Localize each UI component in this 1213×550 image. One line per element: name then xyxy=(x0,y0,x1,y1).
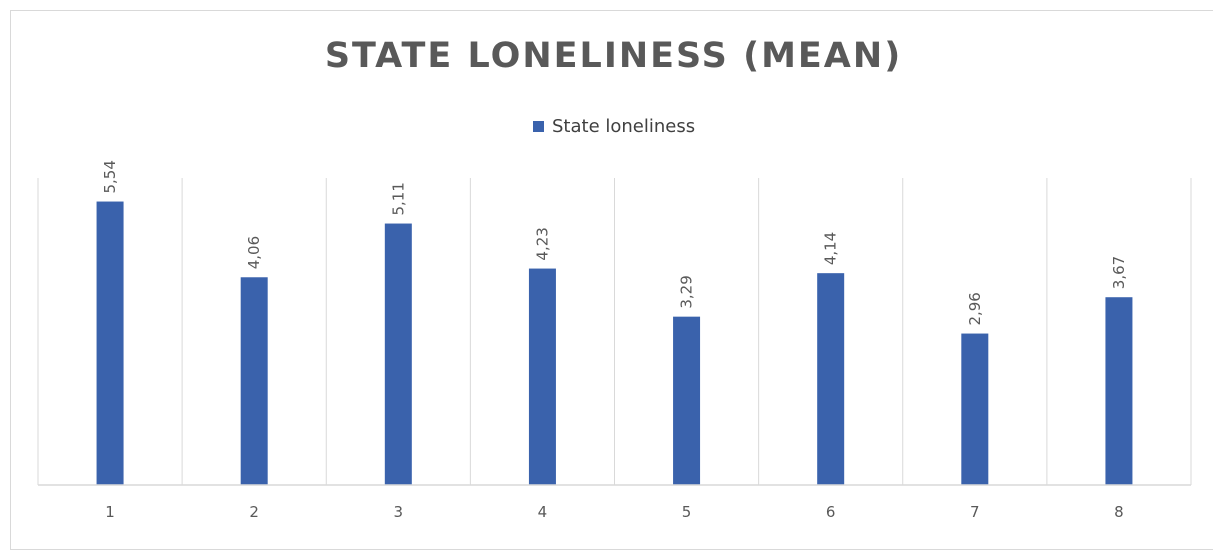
x-tick-label-4: 4 xyxy=(538,503,548,521)
bar-2 xyxy=(240,277,268,485)
bars xyxy=(96,201,1133,485)
chart-title: STATE LONELINESS (MEAN) xyxy=(324,36,903,76)
plot-area: 5,54 4,06 5,11 4,23 3,29 4,14 2,96 3,67 1 2 3 4 5 6 7… xyxy=(37,160,1192,521)
data-label-7: 2,96 xyxy=(966,292,984,325)
x-tick-labels: 1 2 3 4 5 6 7 8 xyxy=(105,503,1123,521)
data-label-1: 5,54 xyxy=(101,160,119,193)
data-label-5: 3,29 xyxy=(678,275,696,308)
x-tick-label-5: 5 xyxy=(682,503,692,521)
data-label-8: 3,67 xyxy=(1110,256,1128,289)
bar-6 xyxy=(817,273,845,485)
data-labels: 5,54 4,06 5,11 4,23 3,29 4,14 2,96 3,67 xyxy=(101,160,1128,325)
x-tick-label-1: 1 xyxy=(105,503,115,521)
data-label-2: 4,06 xyxy=(245,236,263,269)
bar-1 xyxy=(96,201,124,485)
x-tick-label-6: 6 xyxy=(826,503,836,521)
data-label-4: 4,23 xyxy=(533,227,551,260)
data-label-6: 4,14 xyxy=(822,232,840,265)
data-label-3: 5,11 xyxy=(389,182,407,215)
x-tick-label-3: 3 xyxy=(394,503,404,521)
bar-8 xyxy=(1105,297,1133,485)
x-tick-label-2: 2 xyxy=(249,503,259,521)
legend-label: State loneliness xyxy=(552,116,696,137)
x-tick-label-7: 7 xyxy=(970,503,980,521)
legend: State loneliness xyxy=(533,116,695,137)
bar-4 xyxy=(528,268,556,485)
gridlines xyxy=(37,178,1192,485)
bar-7 xyxy=(961,333,989,485)
x-tick-label-8: 8 xyxy=(1114,503,1124,521)
legend-swatch xyxy=(533,121,544,132)
bar-5 xyxy=(673,316,701,485)
bar-3 xyxy=(384,223,412,485)
